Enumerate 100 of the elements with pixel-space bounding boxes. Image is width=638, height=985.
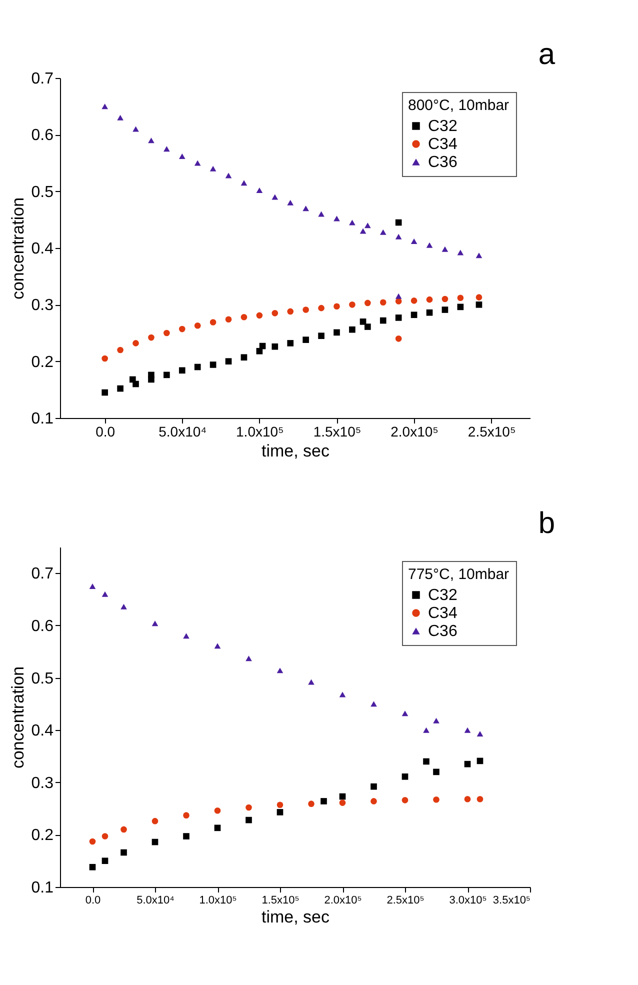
point — [102, 355, 108, 362]
x-tick-label: 1.5x10⁵ — [262, 894, 300, 906]
point — [334, 329, 340, 336]
y-tick-label: 0.3 — [31, 297, 54, 314]
point — [132, 340, 139, 346]
point — [102, 591, 108, 597]
point — [164, 372, 170, 378]
point — [423, 727, 430, 733]
point — [148, 372, 154, 378]
point — [318, 211, 324, 217]
point — [183, 812, 190, 818]
point — [426, 242, 433, 248]
point — [360, 228, 366, 234]
point — [89, 583, 96, 589]
point — [89, 864, 96, 870]
point — [395, 293, 402, 299]
point — [364, 222, 371, 228]
point — [276, 802, 284, 808]
point — [287, 308, 294, 315]
point — [102, 389, 108, 396]
point — [349, 302, 356, 308]
point — [410, 238, 418, 244]
point — [148, 138, 154, 144]
point — [380, 299, 386, 306]
point — [240, 180, 248, 186]
point — [183, 633, 190, 639]
point — [246, 804, 252, 811]
point — [214, 807, 221, 814]
point — [178, 153, 186, 159]
point — [395, 336, 402, 342]
legend-label: C34 — [428, 605, 458, 622]
legend-label: C32 — [428, 587, 458, 604]
point — [464, 727, 471, 733]
point — [402, 797, 408, 804]
legend-title: 775°C, 10mbar — [408, 566, 510, 583]
point — [117, 346, 124, 354]
x-tick-label: 5.0x10⁴ — [158, 424, 207, 440]
point — [225, 358, 232, 364]
point — [302, 306, 309, 313]
point — [102, 858, 108, 864]
point — [225, 172, 232, 178]
x-tick-label: 2.5x10⁵ — [468, 424, 516, 440]
point — [102, 104, 108, 110]
point — [194, 364, 201, 370]
point — [214, 643, 221, 649]
point — [476, 302, 482, 308]
y-tick-label: 0.1 — [31, 410, 54, 428]
y-tick-label: 0.2 — [31, 827, 54, 844]
point — [194, 160, 201, 166]
legend-title: 800°C, 10mbar — [408, 97, 510, 114]
point — [120, 849, 127, 856]
x-axis-title: time, sec — [261, 908, 330, 926]
point — [214, 824, 221, 832]
point — [457, 294, 464, 302]
point — [272, 194, 278, 200]
y-tick-label: 0.5 — [31, 670, 54, 688]
point — [464, 760, 471, 768]
y-tick-label: 0.2 — [31, 354, 54, 371]
y-tick-label: 0.6 — [31, 127, 54, 144]
point — [349, 326, 356, 333]
point — [256, 312, 263, 319]
point — [442, 296, 448, 302]
point — [318, 332, 324, 339]
point — [410, 298, 418, 304]
y-tick-label: 0.4 — [31, 240, 54, 258]
point — [360, 318, 366, 325]
point — [339, 800, 346, 806]
point — [256, 348, 263, 354]
point — [102, 833, 108, 840]
text: b — [538, 507, 555, 540]
point — [117, 385, 124, 392]
point — [120, 604, 127, 610]
point — [402, 773, 408, 780]
x-tick-label: 0.0 — [96, 424, 116, 440]
x-tick-label: 3.0x10⁵ — [449, 894, 487, 906]
point — [423, 758, 430, 765]
y-tick-label: 0.5 — [31, 184, 54, 201]
point — [276, 809, 284, 816]
point — [240, 354, 248, 361]
point — [240, 314, 248, 320]
point — [152, 818, 158, 824]
point — [426, 296, 433, 303]
x-tick-label: 1.5x10⁵ — [313, 424, 362, 440]
point — [476, 252, 482, 258]
point — [370, 783, 377, 790]
point — [276, 668, 284, 674]
point — [89, 838, 96, 845]
point — [117, 114, 124, 120]
point — [246, 656, 252, 662]
point — [334, 216, 340, 222]
point — [410, 312, 418, 318]
x-tick-label: 5.0x10⁴ — [136, 894, 175, 906]
point — [194, 322, 201, 329]
point — [132, 380, 139, 388]
point — [272, 343, 278, 350]
point — [164, 330, 170, 336]
point — [120, 826, 127, 833]
x-axis-title: time, sec — [261, 442, 330, 460]
x-tick-label: 3.5x10⁵ — [492, 894, 530, 906]
point — [178, 367, 186, 374]
